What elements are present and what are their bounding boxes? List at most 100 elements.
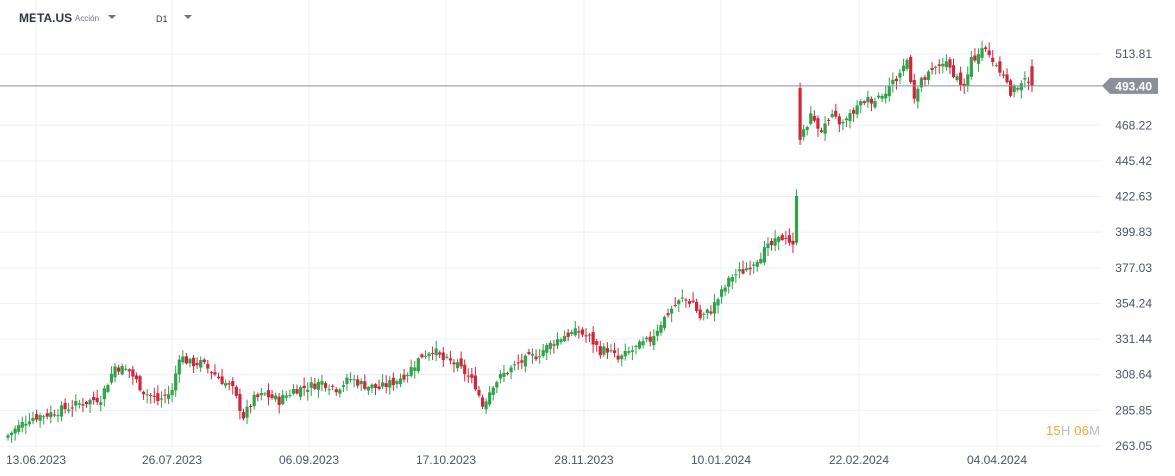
symbol-dropdown-chevron-icon[interactable] — [108, 15, 116, 19]
candle — [919, 76, 923, 93]
candle-body — [959, 72, 963, 86]
candle — [288, 389, 292, 399]
candle-body — [99, 402, 103, 405]
candle-body — [827, 119, 831, 121]
candle — [320, 374, 324, 392]
candle — [455, 358, 460, 372]
candle-body — [313, 383, 317, 389]
candle — [530, 348, 535, 364]
candle-body — [159, 398, 164, 400]
candle-body — [473, 375, 478, 390]
candle-body — [398, 378, 403, 385]
candle-body — [812, 115, 816, 121]
candle-body — [127, 369, 131, 372]
candle-body — [859, 101, 863, 106]
candle — [181, 350, 185, 365]
candle — [448, 351, 453, 365]
candle — [263, 391, 267, 396]
candle-body — [170, 389, 174, 396]
candle — [784, 231, 788, 245]
symbol-label[interactable]: META.US — [19, 11, 73, 25]
candle — [473, 366, 478, 392]
candle-body — [534, 356, 538, 360]
candle — [752, 261, 756, 274]
candle-body — [545, 345, 549, 353]
candle — [955, 73, 959, 82]
candle-body — [934, 66, 938, 68]
candle-body — [702, 313, 706, 315]
candle — [909, 54, 913, 84]
current-price-line: 493.40 — [0, 77, 1158, 94]
candle-body — [834, 110, 838, 117]
candle-body — [923, 77, 927, 80]
candle-body — [830, 114, 834, 118]
candle-body — [998, 61, 1002, 73]
candle — [1016, 85, 1020, 92]
candle-body — [334, 389, 338, 393]
candle — [545, 343, 549, 361]
candle — [45, 408, 49, 420]
candle-body — [191, 357, 196, 367]
candle-body — [427, 353, 431, 357]
candle-body — [502, 372, 506, 377]
candle — [823, 116, 827, 142]
candle — [855, 100, 859, 119]
timeframe-dropdown-chevron-icon[interactable] — [184, 15, 192, 19]
candle — [363, 374, 367, 391]
candle-body — [388, 380, 392, 388]
candle-body — [623, 350, 627, 357]
candle — [648, 331, 652, 347]
candle — [213, 364, 217, 377]
candle-body — [955, 76, 959, 81]
candle-body — [270, 394, 274, 399]
candle — [520, 353, 524, 370]
candle-body — [1030, 66, 1034, 86]
candle — [562, 330, 567, 343]
timeframe-label[interactable]: D1 — [156, 14, 168, 24]
candle-body — [109, 373, 114, 383]
candle — [377, 379, 381, 391]
candle — [273, 392, 278, 403]
candle — [163, 388, 167, 404]
candle — [430, 346, 435, 360]
candle — [852, 107, 856, 122]
candle-body — [231, 380, 235, 387]
candle — [541, 343, 545, 358]
candle — [934, 65, 938, 75]
candle — [930, 62, 934, 75]
candle-body — [13, 428, 17, 434]
candle — [595, 338, 599, 352]
candle-body — [420, 354, 424, 358]
candle-body — [787, 235, 791, 243]
candle-body — [752, 264, 756, 266]
candle-body — [652, 336, 656, 346]
candle — [252, 391, 256, 410]
candle-body — [562, 336, 567, 342]
candle — [420, 353, 424, 359]
countdown-minutes-unit: M — [1089, 423, 1101, 438]
candle-body — [616, 355, 620, 360]
candle-body — [152, 395, 156, 397]
candle — [423, 350, 428, 359]
candle-body — [241, 412, 246, 419]
candle-body — [463, 364, 467, 375]
candle — [34, 409, 39, 423]
candle — [56, 408, 60, 423]
candle-body — [459, 358, 463, 367]
candle — [388, 376, 392, 395]
candle-body — [634, 345, 638, 347]
candle — [334, 387, 338, 396]
candle — [695, 298, 699, 313]
candle-body — [174, 373, 178, 391]
candle-body — [509, 367, 513, 373]
candle-body — [648, 336, 652, 342]
candle-body — [488, 392, 492, 405]
candle — [723, 284, 727, 296]
candle-body — [941, 63, 945, 67]
candle-body — [199, 360, 203, 368]
candle — [559, 337, 563, 345]
candle-body — [163, 394, 167, 396]
candle — [480, 394, 485, 409]
candle-body — [855, 105, 859, 115]
